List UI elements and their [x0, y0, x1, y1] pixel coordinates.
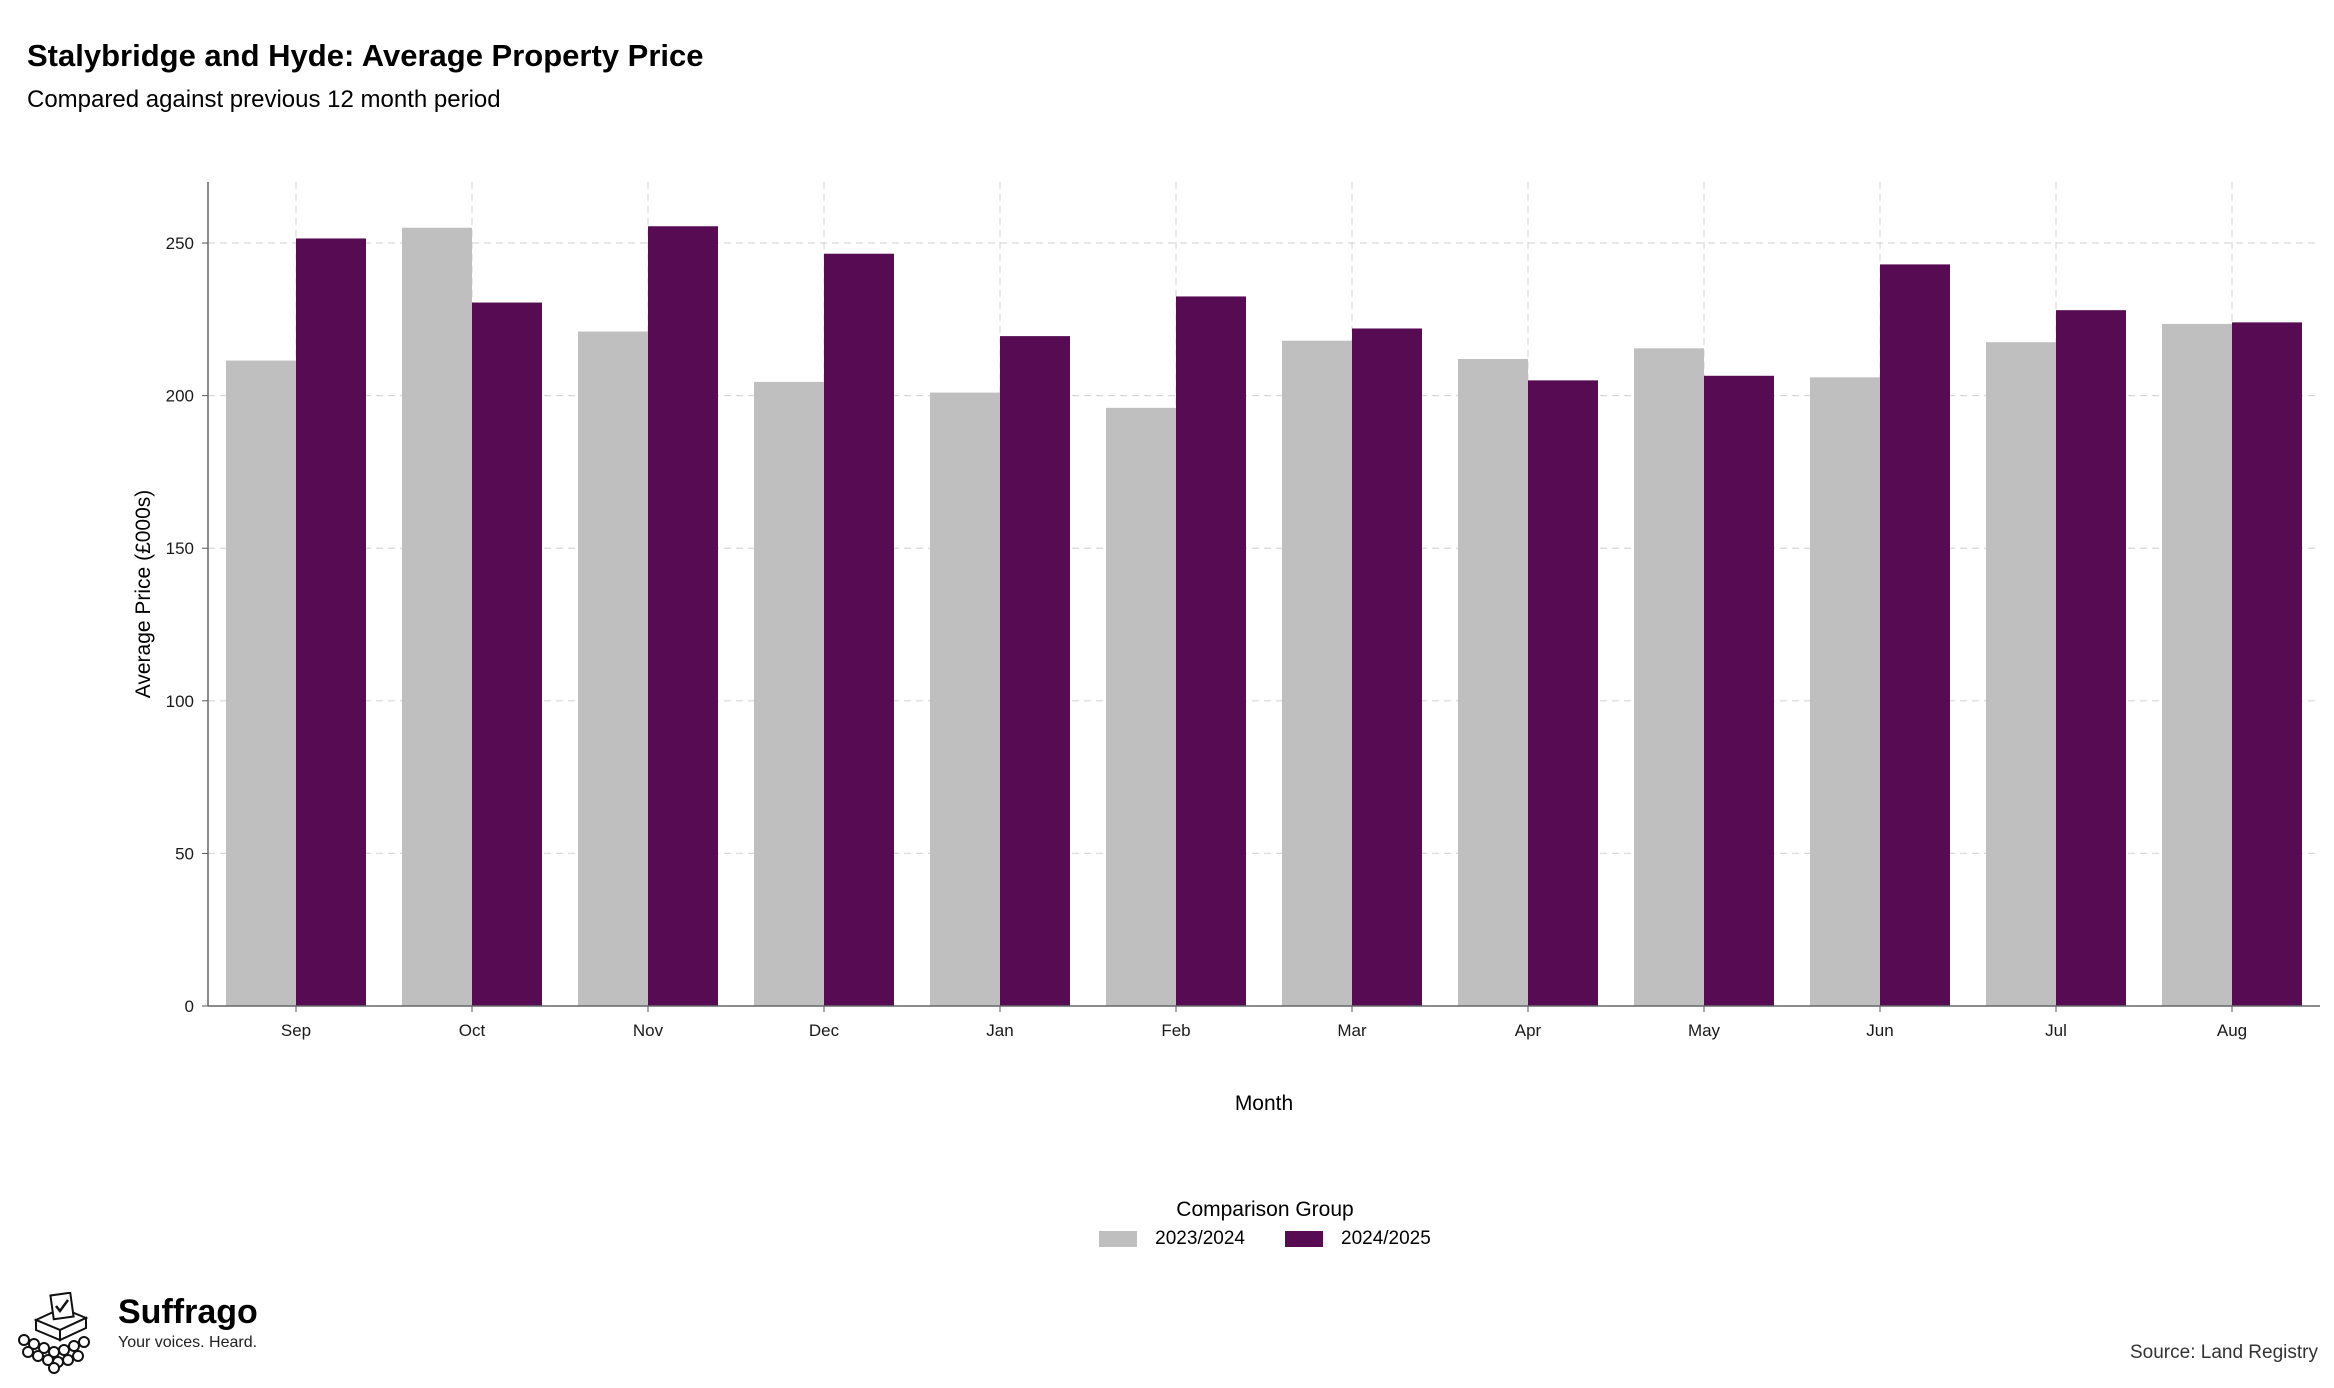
x-tick-label: Oct [459, 1021, 486, 1040]
bar-2023-2024-dec [754, 381, 824, 1006]
x-tick-label: Dec [809, 1021, 840, 1040]
y-axis-title: Average Price (£000s) [132, 490, 155, 699]
bar-2023-2024-nov [578, 331, 648, 1006]
x-tick-label: Nov [633, 1021, 664, 1040]
bar-2024-2025-may [1704, 375, 1774, 1006]
bar-2023-2024-oct [402, 227, 472, 1006]
bar-2023-2024-mar [1282, 340, 1352, 1006]
legend-swatch [1285, 1231, 1323, 1247]
y-tick-label: 200 [166, 387, 194, 406]
brand-tagline: Your voices. Heard. [118, 1334, 258, 1351]
y-tick-label: 250 [166, 234, 194, 253]
x-tick-label: Apr [1515, 1021, 1542, 1040]
bar-2023-2024-may [1634, 348, 1704, 1006]
legend-label: 2024/2025 [1341, 1228, 1431, 1249]
bar-chart: 0 50 100 150 200 250 Sep Oct Nov Dec Jan Feb Mar Apr M… [132, 182, 2320, 1115]
bar-2024-2025-jan [1000, 336, 1070, 1006]
bar-2024-2025-jun [1880, 264, 1950, 1006]
bar-2023-2024-feb [1106, 407, 1176, 1006]
bar-2024-2025-oct [472, 302, 542, 1006]
labels-layer: 0 50 100 150 200 250 Sep Oct Nov Dec Jan Feb Mar Apr M… [132, 234, 2247, 1115]
legend-items: 2023/2024 2024/2025 [1000, 1228, 1530, 1250]
brand-logo: Suffrago Your voices. Heard. [14, 1292, 258, 1374]
y-tick-label: 100 [166, 692, 194, 711]
legend-swatch [1099, 1231, 1138, 1247]
source-note: Source: Land Registry [2130, 1342, 2318, 1363]
legend: Comparison Group 2023/2024 2024/2025 [1000, 1198, 1530, 1250]
bar-2024-2025-dec [824, 253, 894, 1007]
x-tick-label: Sep [281, 1021, 311, 1040]
x-axis-title: Month [1235, 1092, 1293, 1115]
bars-layer [226, 226, 2302, 1007]
bar-2023-2024-jul [1986, 342, 2056, 1006]
bar-2024-2025-nov [648, 226, 718, 1007]
x-tick-label: Jul [2045, 1021, 2067, 1040]
legend-title: Comparison Group [1176, 1198, 1354, 1221]
bar-2023-2024-jun [1810, 377, 1880, 1007]
bar-2024-2025-sep [296, 238, 366, 1007]
chart-subtitle: Compared against previous 12 month perio… [27, 86, 501, 113]
bar-2024-2025-mar [1352, 328, 1422, 1006]
legend-item: 2023/2024 [1099, 1228, 1245, 1250]
chart-title: Stalybridge and Hyde: Average Property P… [27, 38, 704, 73]
x-tick-label: Feb [1161, 1021, 1190, 1040]
axes-layer [202, 182, 2320, 1012]
ballot-box-crowd-icon [18, 1292, 90, 1374]
bar-2023-2024-apr [1458, 359, 1528, 1006]
bar-2023-2024-jan [930, 392, 1000, 1007]
bar-2024-2025-jul [2056, 310, 2126, 1007]
x-tick-label: May [1688, 1021, 1721, 1040]
x-tick-label: Jan [986, 1021, 1013, 1040]
bar-2024-2025-feb [1176, 296, 1246, 1006]
x-tick-label: Mar [1337, 1021, 1367, 1040]
bar-2024-2025-apr [1528, 380, 1598, 1006]
bar-2023-2024-aug [2162, 323, 2232, 1006]
y-tick-label: 0 [185, 997, 194, 1016]
x-tick-label: Aug [2217, 1021, 2247, 1040]
legend-label: 2023/2024 [1155, 1228, 1245, 1249]
y-tick-label: 50 [175, 844, 194, 863]
bar-2024-2025-aug [2232, 322, 2302, 1006]
x-tick-label: Jun [1866, 1021, 1893, 1040]
brand-name: Suffrago [118, 1293, 258, 1331]
bar-2023-2024-sep [226, 360, 296, 1006]
y-tick-label: 150 [166, 539, 194, 558]
legend-item: 2024/2025 [1285, 1228, 1431, 1250]
